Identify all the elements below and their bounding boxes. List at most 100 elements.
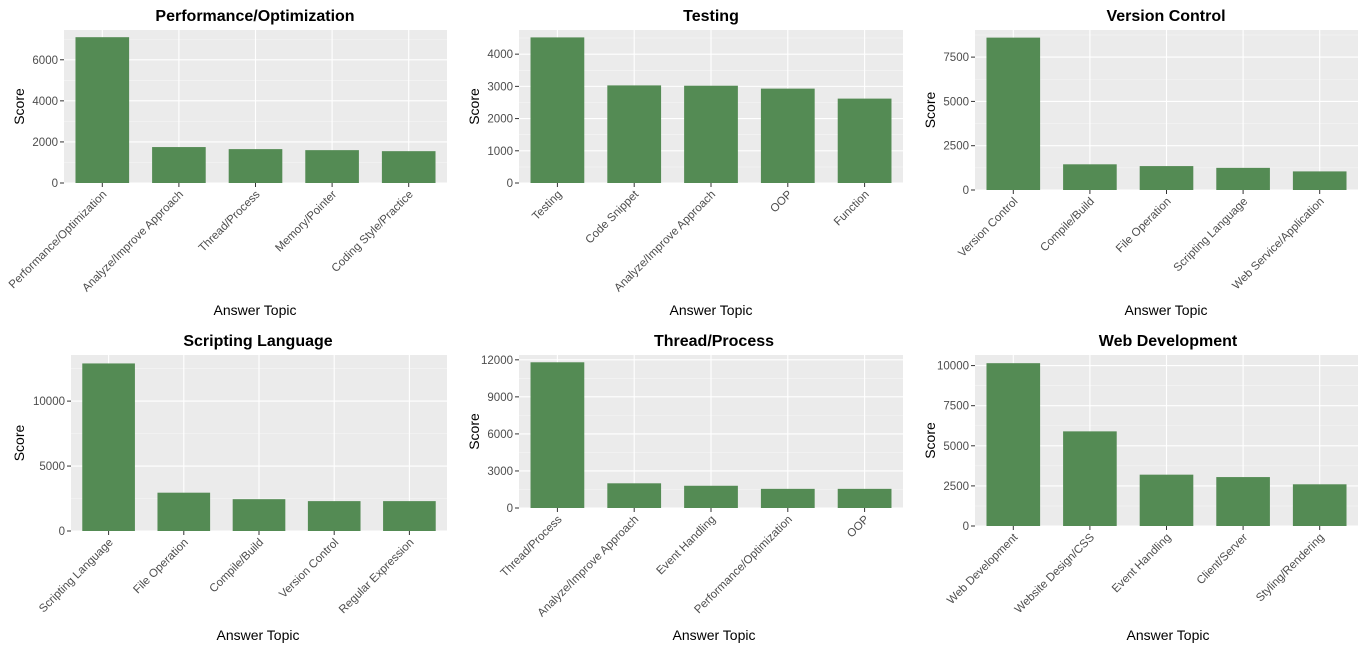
y-tick-label: 2500 [943,141,969,153]
x-tick-label: Compile/Build [1038,196,1097,255]
x-axis-label: Answer Topic [672,627,755,643]
y-tick-label: 5000 [39,461,65,473]
x-tick-label: Event Handling [1110,532,1174,596]
x-tick-label: Version Control [956,196,1020,260]
x-tick-label: Thread/Process [499,513,565,579]
bar [381,151,436,183]
y-tick-label: 0 [507,178,513,190]
bar [1216,477,1270,526]
bar [530,37,585,184]
y-tick-label: 0 [507,503,513,515]
bar [1063,431,1117,526]
x-axis-label: Answer Topic [213,302,296,318]
y-tick-label: 9000 [487,392,513,404]
y-tick-label: 5000 [943,96,969,108]
x-tick-label: File Operation [1114,196,1174,256]
y-tick-label: 0 [963,185,969,197]
y-axis-label: Score [922,422,938,459]
x-tick-label: OOP [768,188,795,215]
x-tick-label: Scripting Language [1172,196,1251,275]
bar [152,147,206,183]
bar [1139,166,1194,190]
x-tick-label: Client/Server [1195,532,1251,588]
x-tick-label: Scripting Language [37,537,116,616]
x-tick-label: Event Handling [654,514,718,578]
bar [607,85,662,183]
x-tick-label: Compile/Build [207,537,266,596]
y-axis-label: Score [466,413,482,450]
x-tick-label: File Operation [131,537,191,597]
x-tick-label: Styling/Rendering [1254,532,1327,605]
bar [1216,167,1270,190]
chart-title: Version Control [1106,8,1225,25]
x-axis-label: Answer Topic [669,302,752,318]
bar [1063,164,1117,190]
y-tick-label: 7500 [943,52,969,64]
y-tick-label: 0 [52,178,58,190]
x-tick-label: Memory/Pointer [273,189,339,255]
chart-title: Scripting Language [183,333,332,350]
bar [228,149,283,183]
x-tick-label: Version Control [277,537,341,601]
x-tick-label: Code Snippet [584,188,642,246]
chart-title: Performance/Optimization [155,8,354,25]
bar [307,501,361,531]
y-tick-label: 0 [59,526,65,538]
y-tick-label: 10000 [33,396,65,408]
x-tick-label: Function [832,189,872,229]
y-tick-label: 2000 [487,114,513,126]
y-axis-label: Score [922,92,938,129]
bar [82,363,135,531]
y-axis-label: Score [11,88,27,125]
bar [607,483,662,508]
bar [837,488,892,508]
y-tick-label: 4000 [487,49,513,61]
bar [1292,171,1347,190]
bar [383,501,436,531]
chart-title: Testing [683,8,739,25]
y-tick-label: 1000 [487,146,513,158]
bar [305,150,359,183]
x-axis-label: Answer Topic [216,627,299,643]
bar [986,37,1041,190]
x-tick-label: Web Service/Application [1230,196,1326,292]
y-tick-label: 6000 [32,55,58,67]
y-tick-label: 3000 [487,81,513,93]
y-tick-label: 5000 [943,441,969,453]
y-tick-label: 10000 [937,361,969,373]
y-tick-label: 2000 [32,137,58,149]
chart-panel-3: 0 2500 5000 7500 Version Control Compile/Buil… [922,8,1358,318]
bar [157,492,211,531]
y-tick-label: 0 [963,521,969,533]
bar [760,88,815,183]
y-tick-label: 2500 [943,481,969,493]
bar [232,499,286,531]
y-tick-label: 4000 [32,96,58,108]
bar [837,98,892,183]
bar [1292,484,1347,526]
chart-panel-1: 0200040006000Performance/OptimizationAna… [7,8,447,318]
y-tick-label: 12000 [481,355,513,367]
bar [986,363,1041,526]
chart-panel-5: 030006000900012000Thread/ProcessAnalyze/… [466,333,903,643]
x-axis-label: Answer Topic [1126,627,1209,643]
bar [684,485,738,508]
y-axis-label: Score [11,425,27,462]
y-tick-label: 7500 [943,401,969,413]
bar [75,37,130,183]
x-tick-label: Thread/Process [197,188,263,254]
x-tick-label: Testing [530,189,564,223]
y-axis-label: Score [466,88,482,125]
y-tick-label: 3000 [487,466,513,478]
x-tick-label: Coding Style/Practice [330,189,416,275]
chart-title: Web Development [1099,333,1238,350]
bar [1139,474,1194,526]
x-tick-label: Web Development [945,531,1021,607]
bar [530,362,585,508]
bar [684,85,738,183]
